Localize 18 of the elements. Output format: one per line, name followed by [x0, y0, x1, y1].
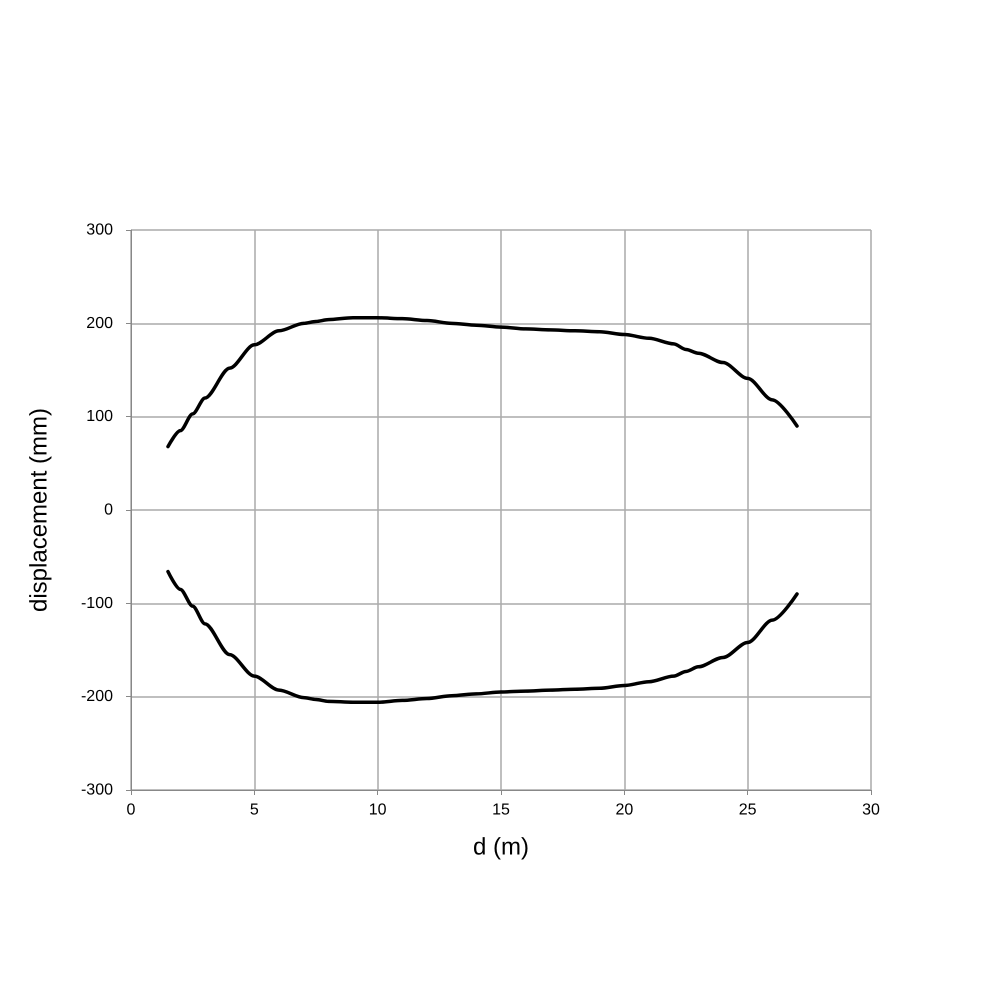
y-tick-label: 300: [86, 222, 114, 238]
x-tick-label: 20: [615, 802, 634, 818]
y-tick-label: 200: [86, 314, 114, 332]
x-tick-label: 15: [492, 802, 510, 818]
y-axis-title: displacement (mm): [26, 408, 52, 612]
x-tick-label: 10: [368, 802, 387, 818]
x-tick-label: 0: [126, 802, 136, 818]
y-tick-label: -100: [80, 594, 114, 612]
y-tick-label: 100: [86, 408, 114, 426]
x-tick-label: 25: [738, 802, 757, 818]
line-series: [166, 570, 799, 704]
y-tick-label: -300: [80, 782, 114, 798]
y-tick-label: -200: [80, 688, 114, 706]
x-tick-label: 5: [250, 802, 259, 818]
line-series: [166, 316, 799, 448]
y-tick-label: 0: [104, 502, 114, 518]
x-tick-label: 30: [862, 802, 880, 818]
x-axis-title: d (m): [473, 834, 529, 860]
